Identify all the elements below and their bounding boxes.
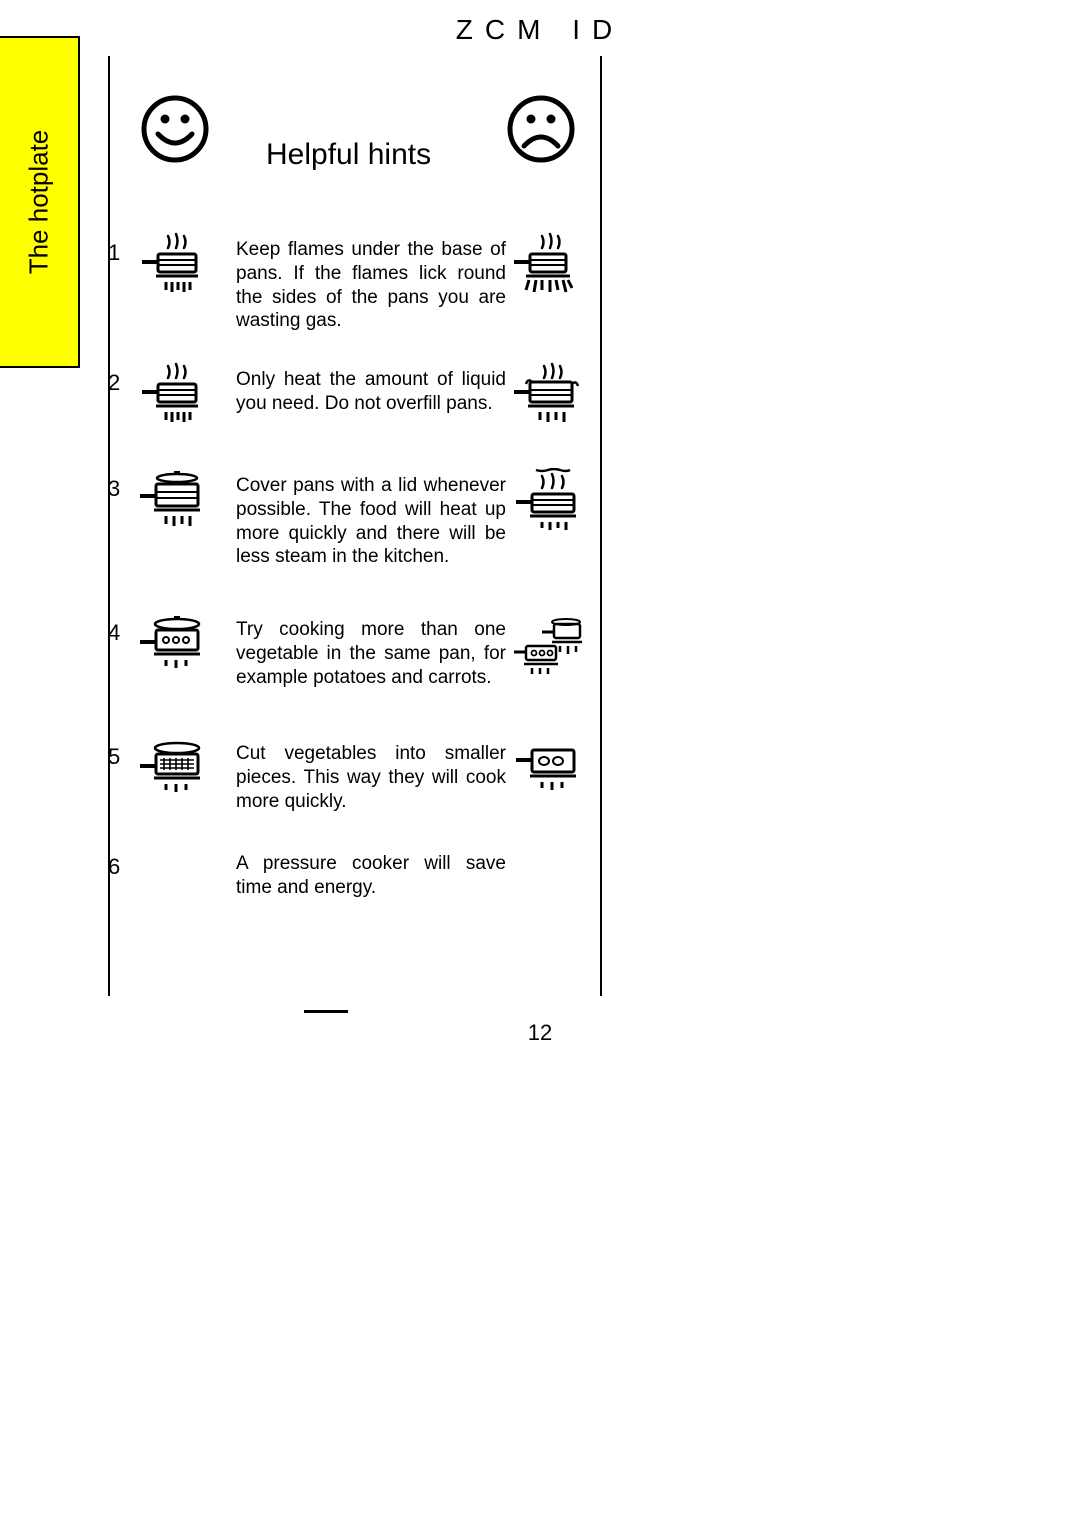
pan-good-icon — [136, 468, 214, 530]
hint-text: Cut vegetables into smaller pieces. This… — [236, 742, 506, 813]
model-id: ZCM ID — [0, 14, 1080, 46]
hint-number: 5 — [108, 744, 126, 770]
hint-row: 2 Only heat the amount of liquid you nee… — [108, 362, 598, 444]
hint-number: 6 — [108, 854, 126, 880]
hint-row: 4 Try cooking more than one vegetable in… — [108, 612, 598, 712]
right-vertical-rule — [600, 56, 602, 996]
hint-number: 1 — [108, 240, 126, 266]
hint-row: 6 A pressure cooker will save time and e… — [108, 846, 598, 926]
pan-bad-icon — [512, 468, 590, 530]
hints-list: 1 Keep flames under the base of pans. If… — [108, 232, 598, 950]
hint-text: A pressure cooker will save time and ene… — [236, 852, 506, 900]
hint-number: 4 — [108, 620, 126, 646]
page-title: Helpful hints — [266, 138, 431, 172]
sad-face-icon — [506, 94, 576, 164]
hint-row: 3 Cover pans with a lid whenever possibl… — [108, 468, 598, 588]
hint-text: Cover pans with a lid whenever possible.… — [236, 474, 506, 569]
hint-number: 2 — [108, 370, 126, 396]
pan-bad-icon — [512, 736, 590, 798]
hint-text: Only heat the amount of liquid you need.… — [236, 368, 506, 416]
happy-face-icon — [140, 94, 210, 164]
hint-text: Try cooking more than one vegetable in t… — [236, 618, 506, 689]
hint-row: 5 Cut vegetables into smaller pieces. Th… — [108, 736, 598, 822]
pan-good-icon — [136, 612, 214, 674]
hint-number: 3 — [108, 476, 126, 502]
page: The hotplate ZCM ID Helpful hints — [0, 0, 1080, 1528]
pan-good-icon — [136, 362, 214, 424]
page-number-rule — [304, 1010, 348, 1013]
pan-bad-icon — [512, 232, 590, 294]
pan-good-icon — [136, 736, 214, 798]
two-pans-icon — [512, 612, 590, 674]
side-tab: The hotplate — [0, 36, 80, 368]
hint-row: 1 Keep flames under the base of pans. If… — [108, 232, 598, 338]
side-tab-label: The hotplate — [24, 130, 55, 275]
page-number: 12 — [0, 1020, 1080, 1046]
pan-good-icon — [136, 232, 214, 294]
pan-bad-icon — [512, 362, 590, 424]
hint-text: Keep flames under the base of pans. If t… — [236, 238, 506, 333]
